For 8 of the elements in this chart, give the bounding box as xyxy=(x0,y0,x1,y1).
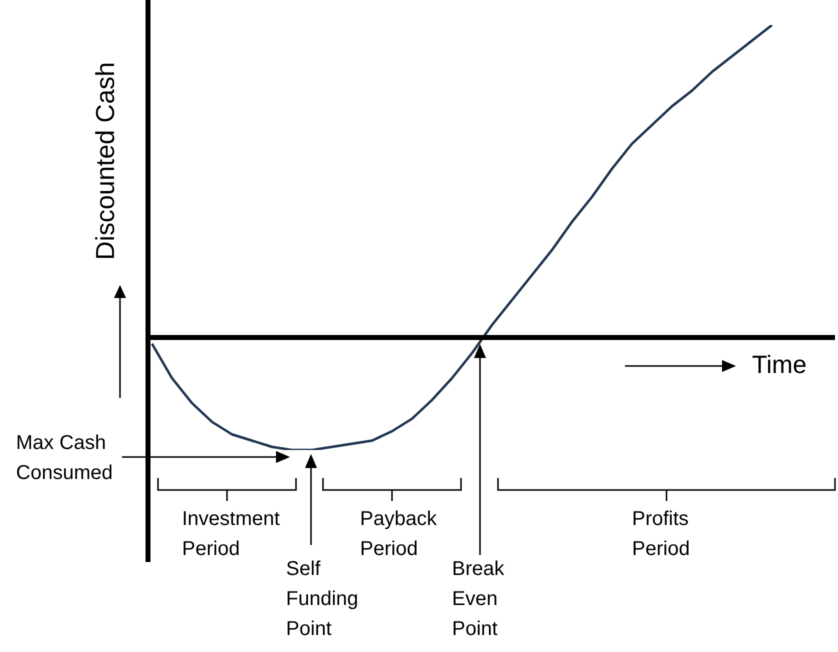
text: Profits Period xyxy=(632,507,691,562)
text: Max Cash Consumed xyxy=(16,431,114,486)
text: Payback Period xyxy=(360,507,438,562)
y-axis-title: Discounted Cash xyxy=(90,62,121,260)
text: Break Even Point xyxy=(452,557,506,642)
text: Investment Period xyxy=(182,508,280,560)
annotation: Time xyxy=(752,350,808,380)
text: Self Funding Point xyxy=(286,558,358,640)
